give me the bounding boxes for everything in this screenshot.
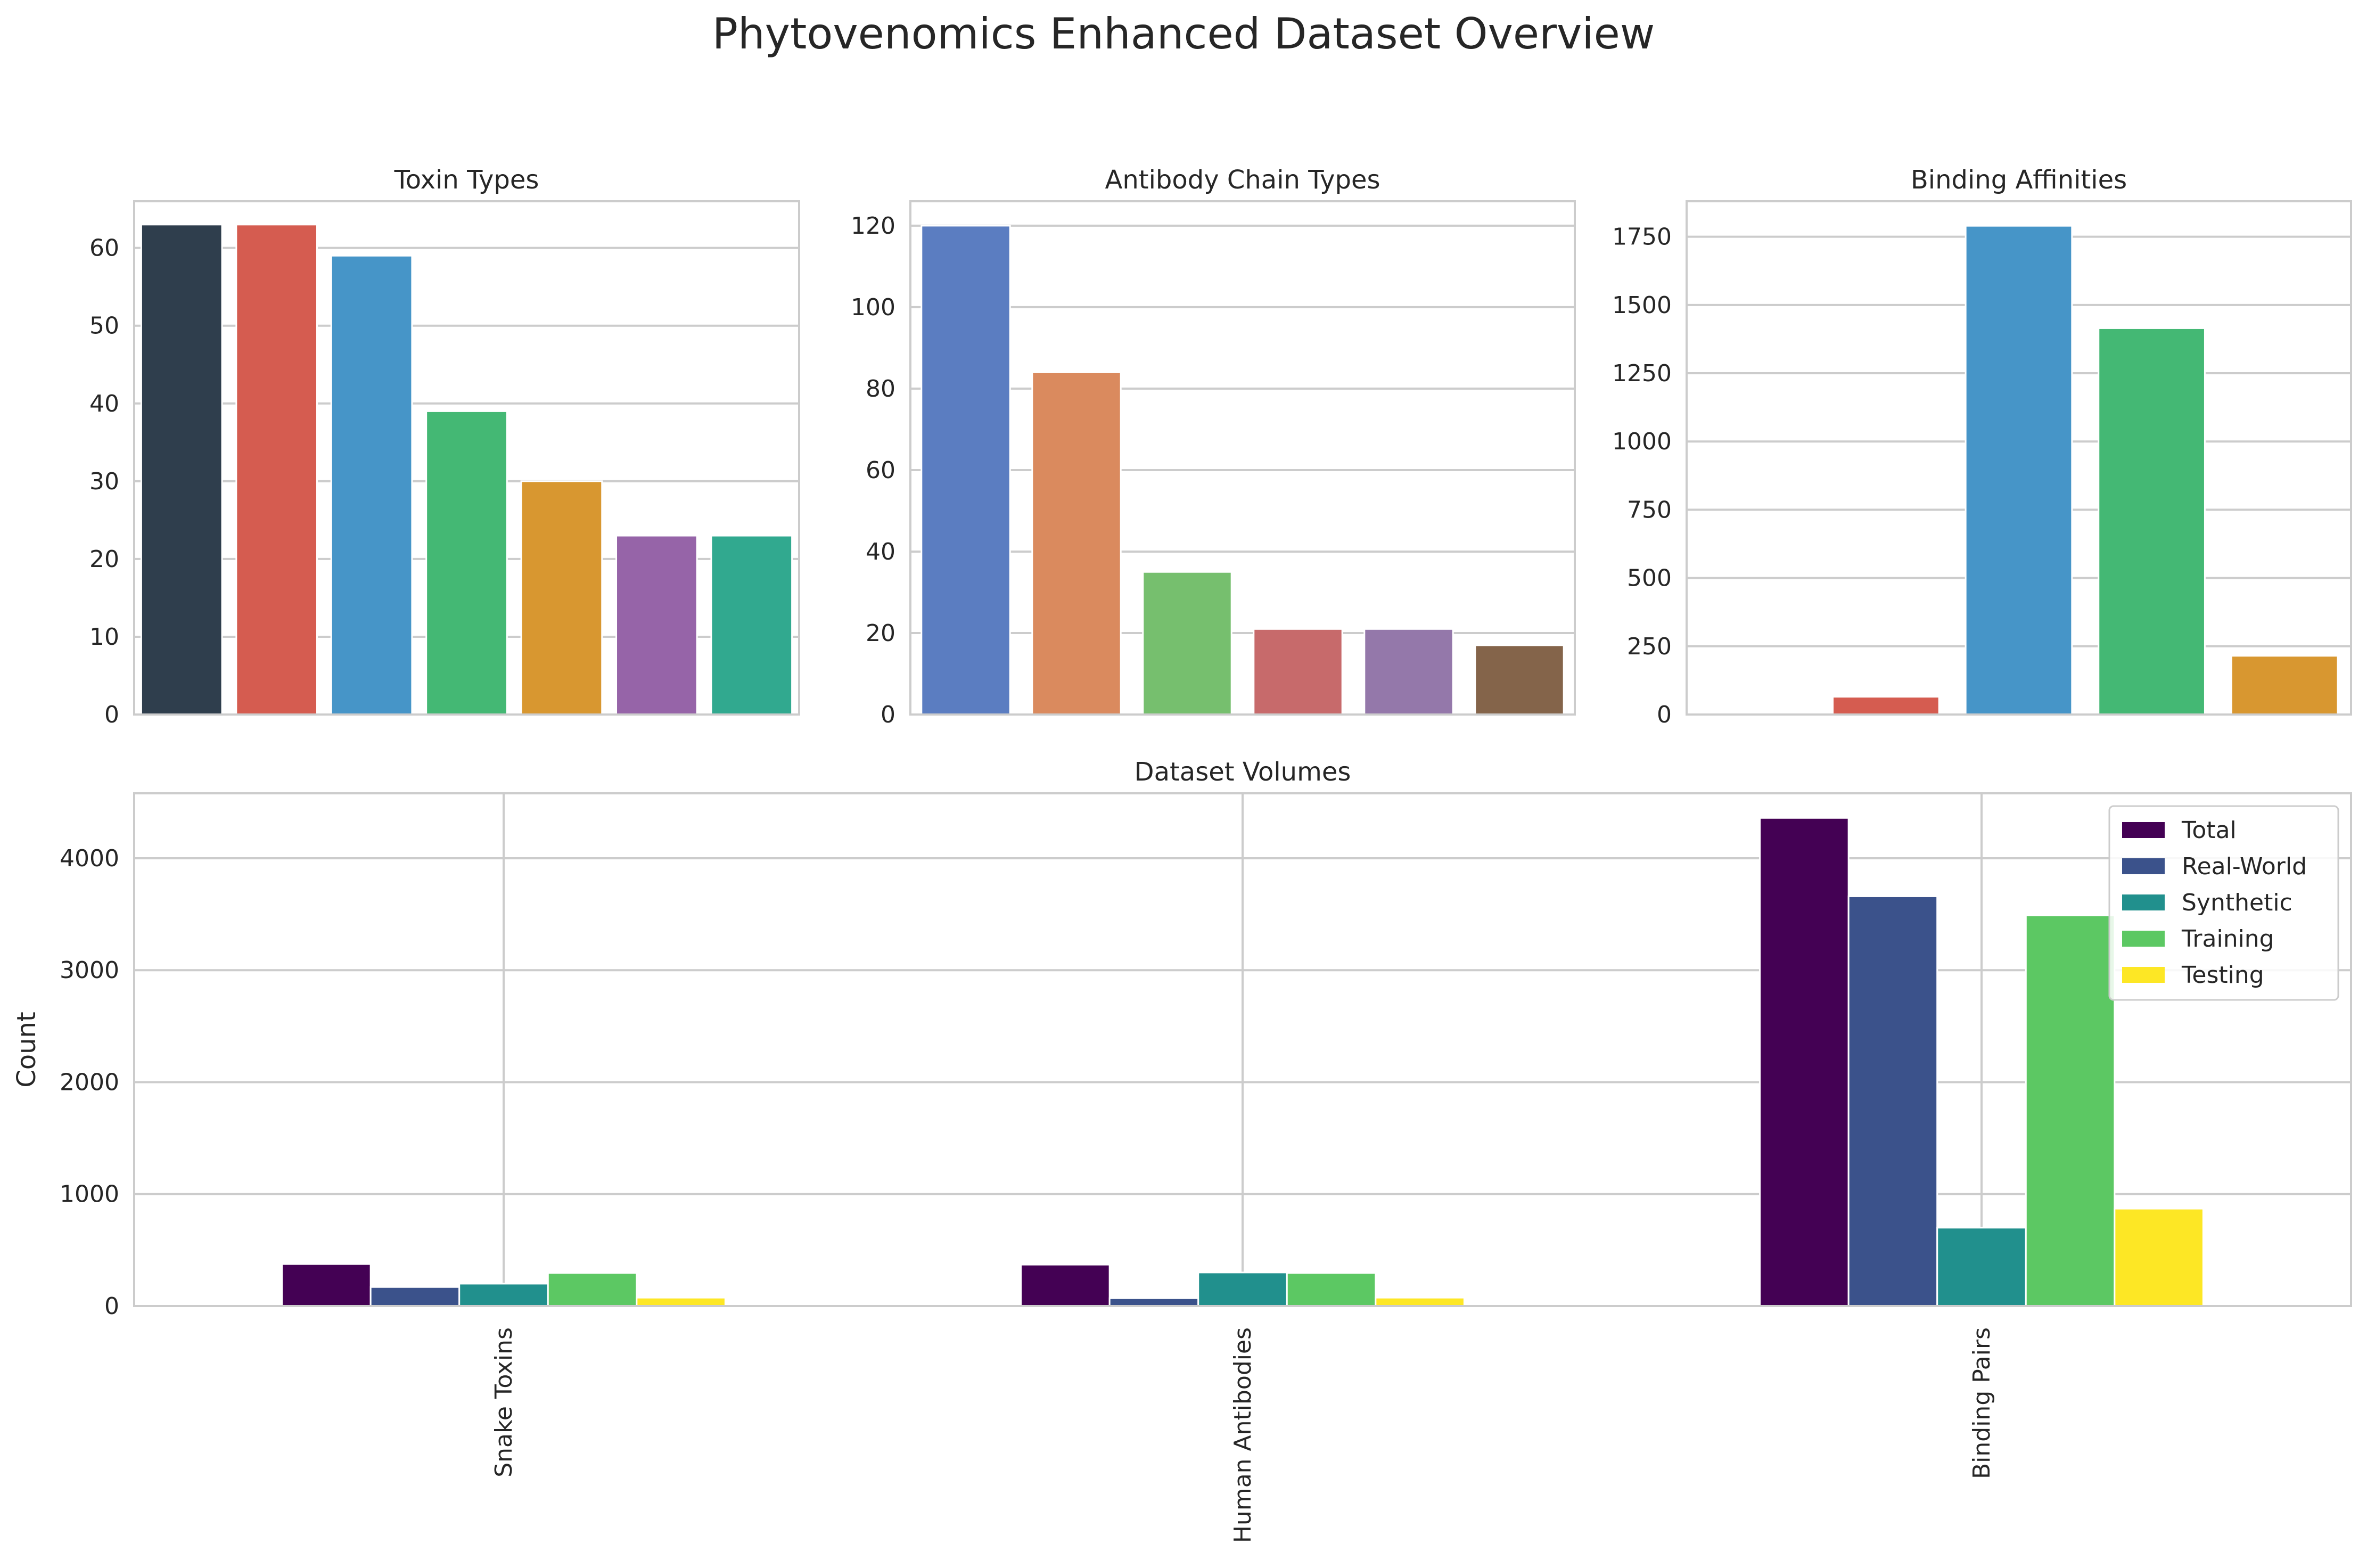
y-tick-label: 0 [881,701,895,728]
bar [710,535,793,716]
bar-real-world [1847,895,1938,1307]
legend-label: Real-World [2182,853,2307,880]
axes-frame [133,792,2352,1307]
bar-training [547,1272,638,1307]
legend-label: Testing [2181,962,2264,989]
axes-frame [1686,200,2352,716]
y-tick-label: 40 [866,538,895,565]
bar [1474,644,1565,716]
legend: Total Real-World Synthetic Training Testing [2108,805,2339,1001]
y-tick-label: 1000 [60,1181,119,1208]
subplot-toxin: 0 10 20 30 40 50 60 Toxin Types [89,165,800,728]
legend-swatch [2122,967,2165,983]
bar-training [1286,1272,1377,1307]
y-tick-label: 1500 [1612,292,1672,319]
x-tick-label: Snake Toxins [490,1327,517,1477]
bar-synthetic [458,1283,549,1307]
bar-total [1759,817,1850,1307]
subplot-binding: 0 250 500 750 1000 1250 1500 1750 Binding Affini… [1612,165,2352,728]
y-tick-label: 1250 [1612,360,1672,387]
subplot-title: Toxin Types [394,165,539,195]
y-tick-label: 750 [1627,496,1672,523]
bar [1832,696,1940,716]
bar [2098,327,2206,716]
bar [330,255,413,716]
bar [140,224,223,716]
bar [235,224,318,716]
x-tick-label: Binding Pairs [1968,1327,1995,1479]
bar-real-world [369,1286,461,1307]
bar-real-world [1108,1297,1199,1307]
bar [1142,571,1232,716]
y-tick-label: 40 [89,390,119,417]
bar [520,480,603,716]
y-tick-label: 4000 [60,845,119,872]
y-tick-label: 3000 [60,957,119,984]
bar [1965,225,2073,716]
y-tick-label: 80 [866,375,895,403]
y-tick-label: 60 [89,235,119,262]
bar [1363,628,1454,716]
legend-label: Total [2181,817,2237,844]
bar [920,225,1011,716]
subplot-title: Binding Affinities [1911,165,2127,195]
legend-swatch [2122,822,2165,838]
y-tick-label: 120 [851,212,895,240]
legend-swatch [2122,931,2165,947]
bar-total [1020,1263,1111,1307]
legend-swatch [2122,894,2165,910]
bar-training [2025,914,2116,1307]
bar [425,410,508,716]
legend-label: Synthetic [2182,889,2292,916]
y-tick-label: 10 [89,623,119,651]
subplot-title: Dataset Volumes [1135,757,1351,787]
bar [1253,628,1343,716]
legend-swatch [2122,858,2165,874]
bar [1031,371,1122,716]
y-tick-label: 0 [1657,701,1672,728]
bar-synthetic [1197,1271,1288,1307]
bar [615,535,698,716]
y-tick-label: 60 [866,457,895,484]
legend-label: Training [2181,925,2274,953]
bar-testing [1375,1296,1465,1307]
legend-box [2108,805,2339,1001]
x-tick-label: Human Antibodies [1229,1327,1256,1543]
y-tick-label: 0 [104,701,119,728]
y-tick-label: 100 [851,294,895,321]
y-tick-label: 1000 [1612,428,1672,455]
bar-testing [2114,1208,2204,1307]
subplot-title: Antibody Chain Types [1105,165,1380,195]
y-axis-label: Count [12,1012,42,1088]
y-tick-label: 0 [104,1293,119,1320]
y-tick-label: 2000 [60,1069,119,1096]
y-tick-label: 30 [89,468,119,495]
axes-frame [909,200,1576,716]
bar-synthetic [1936,1227,2027,1307]
bar-testing [636,1296,726,1307]
bar [2230,655,2339,716]
y-tick-label: 20 [866,620,895,647]
axes-frame [133,200,800,716]
y-tick-label: 250 [1627,633,1672,660]
y-tick-label: 20 [89,546,119,573]
subplot-volumes: 0 1000 2000 3000 4000 Dataset Volumes Count Sna… [12,757,2352,1543]
subplot-antibody: 0 20 40 60 80 100 120 Antibody Chain Types [851,165,1576,728]
y-tick-label: 500 [1627,565,1672,592]
y-tick-label: 50 [89,313,119,340]
y-tick-label: 1750 [1612,224,1672,251]
bar-total [281,1263,372,1307]
page-title: Phytovenomics Enhanced Dataset Overview [712,9,1655,59]
